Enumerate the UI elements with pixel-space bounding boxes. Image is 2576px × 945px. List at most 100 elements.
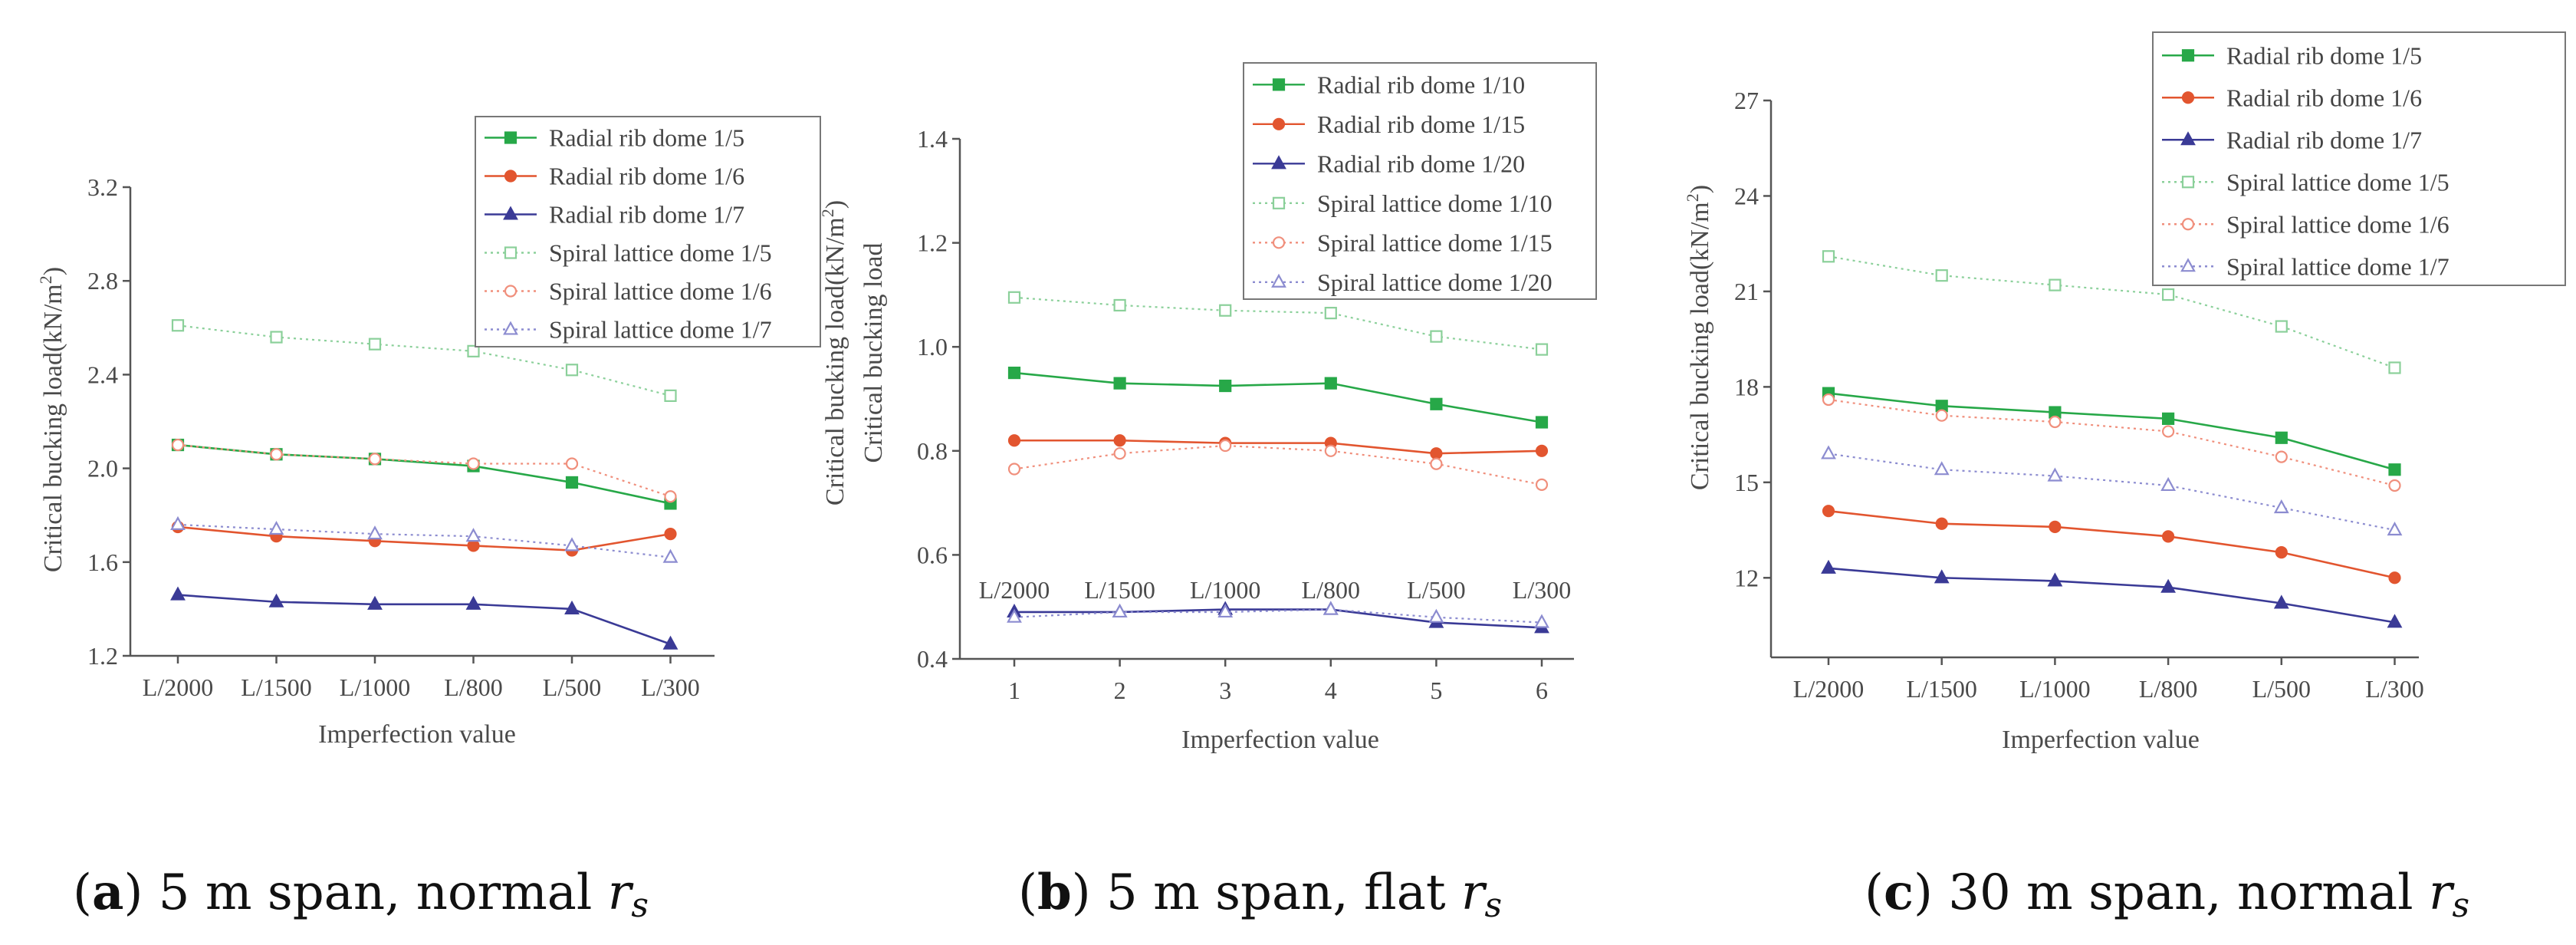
y-axis-label-end: ) [39,267,67,275]
y-tick-label: 0.4 [917,645,948,673]
caption-variable: r [608,864,634,921]
x-tick-label: L/2000 [1793,675,1864,703]
x-tick-label: L/1000 [340,673,410,701]
y-axis-label-secondary: Critical bucking load [859,242,888,463]
series-line-6 [177,523,671,558]
caption-text: 5 m span, normal [143,864,607,921]
series-4-point [2049,278,2062,291]
x-tick-label: L/500 [543,673,601,701]
series-4-point [1007,291,1021,304]
series-3-point [170,586,186,601]
caption-subscript: s [1485,886,1503,925]
legend-label-4: Spiral lattice dome 1/10 [1317,189,1552,217]
x-tick-label: L/800 [444,673,502,701]
legend-marker-1 [2181,49,2195,62]
x-tick-label: 5 [1430,677,1442,704]
x-tick-label: L/1500 [1906,675,1976,703]
legend-marker-5 [2181,218,2195,231]
series-2-point [2049,520,2062,534]
series-2-point [1822,505,1835,518]
x-category-label: L/1500 [1084,576,1155,604]
series-6-point [1821,445,1836,459]
x-tick-label: L/2000 [143,673,213,701]
series-3-point [1821,559,1836,574]
series-3-point [268,593,284,608]
series-1-point [565,476,579,489]
series-5-point [2388,479,2401,492]
series-6-point [2047,467,2063,482]
x-axis-label: Imperfection value [2002,726,2200,754]
legend-label-6: Spiral lattice dome 1/7 [549,316,772,344]
series-3-point [2047,572,2063,587]
series-4-point [368,338,382,351]
series-line-1 [177,443,671,505]
series-6-point [367,525,383,540]
series-3-point [367,595,383,610]
x-tick-label: 4 [1325,677,1337,704]
series-1-point [2275,431,2288,444]
series-line-2 [1828,509,2395,579]
series-6-point [1428,608,1444,623]
series-5-point [2162,425,2175,438]
series-1-point [1324,377,1337,390]
series-2-point [2275,545,2288,559]
y-axis-label-main: Critical bucking load(kN/m [1686,202,1714,490]
series-3-point [662,635,678,650]
series-2-point [1935,517,1948,530]
caption-paren-close: ) [1072,864,1091,921]
x-category-label: L/2000 [979,576,1050,604]
series-5-point [1219,439,1232,453]
series-1-point [1113,377,1126,390]
legend-marker-1 [1272,78,1286,91]
panel-caption: (b) 5 m span, flat rs [1018,864,1502,925]
panel-caption: (a) 5 m span, normal rs [73,864,649,925]
legend-label-3: Radial rib dome 1/7 [2226,126,2422,153]
series-2-point [1113,434,1126,447]
series-2-point [2388,571,2401,584]
legend-marker-5 [1272,236,1286,249]
y-tick-label: 1.4 [917,125,948,153]
y-tick-label: 1.2 [917,229,948,257]
y-axis-label-main: Critical bucking load(kN/m [821,217,849,505]
y-tick-label: 18 [1734,373,1759,400]
series-4-point [1935,269,1948,282]
x-axis-label: Imperfection value [318,720,516,749]
series-5-point [1113,447,1126,460]
series-4-point [2275,320,2288,333]
legend-label-1: Radial rib dome 1/5 [2226,41,2422,69]
series-2-point [2162,530,2175,543]
y-tick-label: 2.8 [87,267,118,295]
series-line-3 [1014,608,1543,629]
series-5-point [1430,457,1443,470]
series-4-point [270,331,283,344]
legend-marker-3 [503,206,518,220]
series-line-6 [1828,453,2395,532]
legend-marker-3 [2180,131,2196,146]
legend-marker-2 [2181,91,2195,104]
legend-marker-3 [1271,155,1286,170]
legend-label-2: Radial rib dome 1/6 [2226,84,2422,111]
series-5-point [1324,444,1337,457]
legend-label-6: Spiral lattice dome 1/20 [1317,268,1552,296]
legend-label-1: Radial rib dome 1/10 [1317,71,1525,98]
series-2-point [467,539,480,552]
series-line-6 [1014,608,1543,624]
series-2-point [1007,434,1021,447]
series-6-point [1934,461,1950,476]
legend-label-5: Spiral lattice dome 1/15 [1317,229,1552,256]
legend-marker-1 [504,131,518,144]
x-tick-label: L/1000 [2019,675,2090,703]
y-tick-label: 15 [1734,469,1759,496]
series-1-point [2388,463,2401,476]
chart-panel-c: 12 15 18 21 24 27 L/2000 L/1500 L/1000 L/800 L/500… [1683,31,2566,925]
caption-text: 5 m span, flat [1091,864,1461,921]
y-axis-label-sup: 2 [818,209,837,217]
y-tick-label: 27 [1734,87,1759,114]
series-6-point [1322,601,1339,615]
caption-subscript: s [631,886,649,925]
series-line-5 [1014,444,1543,486]
series-6-point [2160,476,2177,492]
y-tick-label: 0.6 [917,541,948,568]
series-5-point [1007,463,1021,476]
